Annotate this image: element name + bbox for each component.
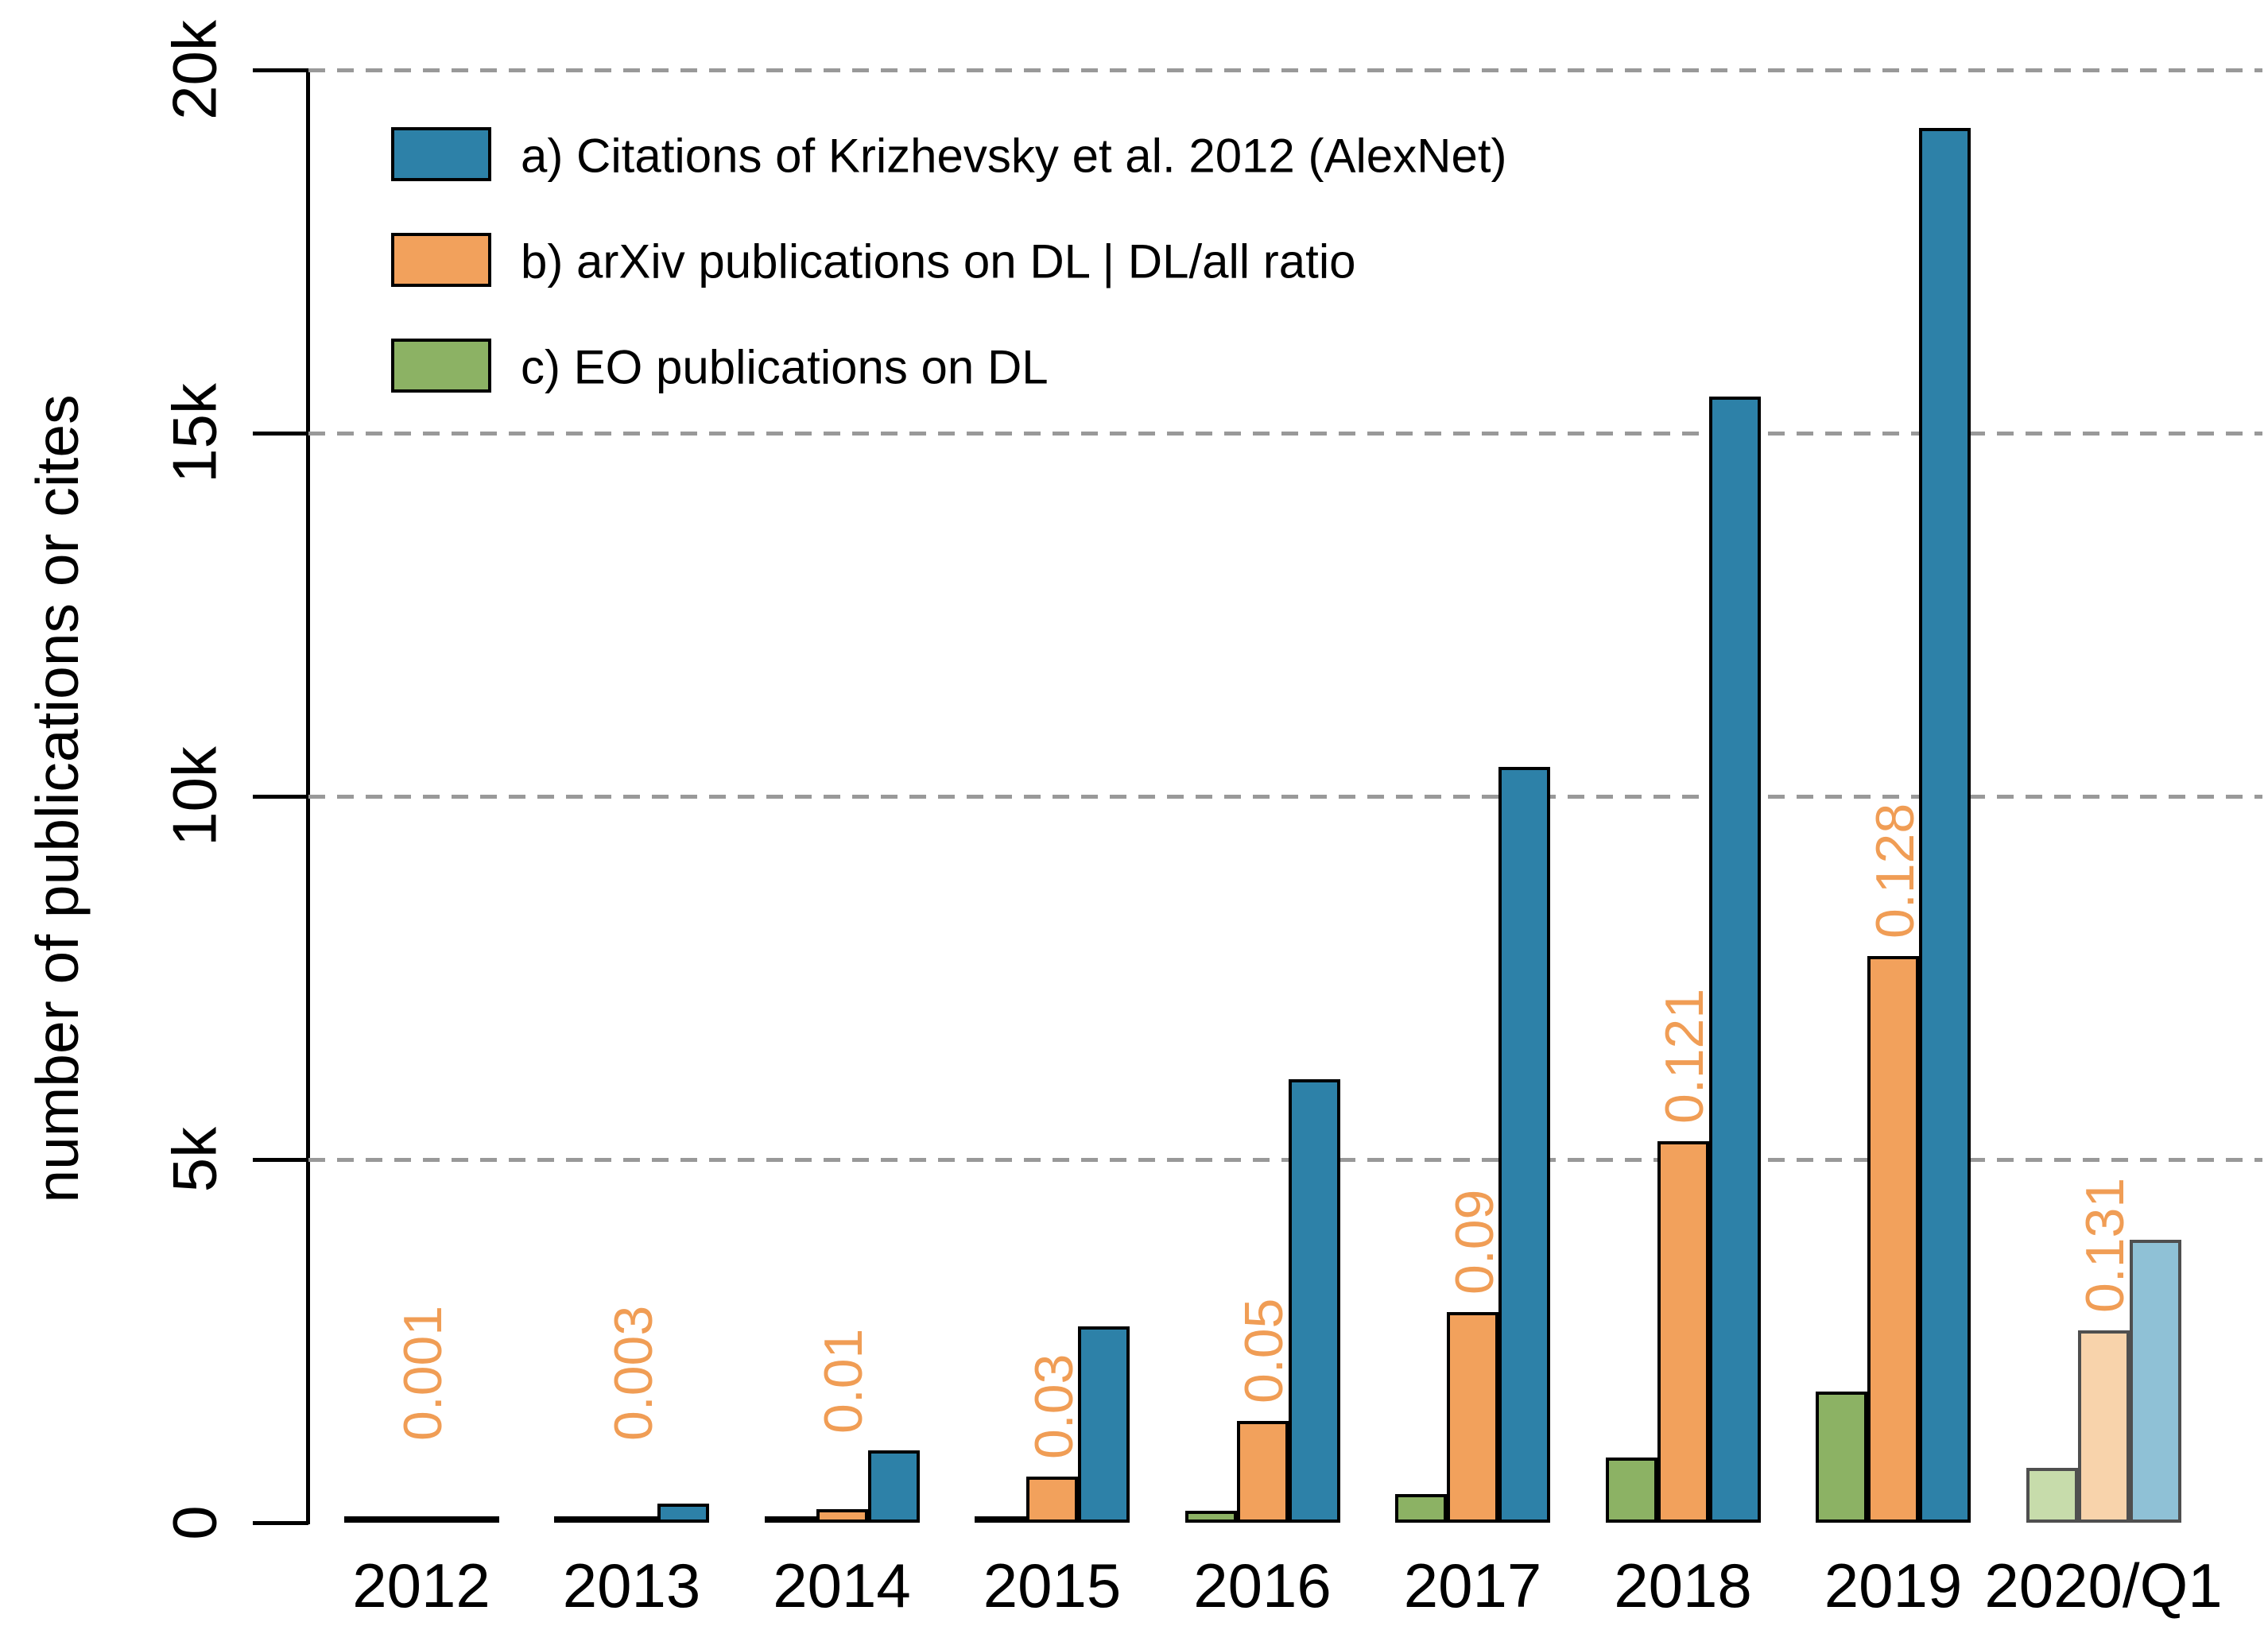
legend-label-eo: c) EO publications on DL	[521, 340, 1049, 394]
bar-2019-alexnet-citations	[1919, 128, 1971, 1523]
x-tick-label-2019: 2019	[1824, 1551, 1963, 1620]
bar-2014-arxiv-dl-publications	[816, 1508, 868, 1523]
bar-2017-arxiv-dl-publications	[1447, 1311, 1498, 1523]
bar-2017-alexnet-citations	[1498, 767, 1550, 1523]
gridline-20k	[308, 68, 2262, 72]
bar-2013-eo-dl-publications	[554, 1516, 606, 1523]
bar-2014-eo-dl-publications	[764, 1516, 816, 1523]
bar-2015-alexnet-citations	[1078, 1326, 1130, 1523]
y-tick-label-10k: 10k	[159, 746, 230, 846]
bar-2018-arxiv-dl-publications	[1657, 1141, 1709, 1523]
legend-label-arxiv: b) arXiv publications on DL | DL/all rat…	[521, 234, 1356, 288]
legend-label-citations: a) Citations of Krizhevsky et al. 2012 (…	[521, 129, 1507, 183]
bar-2015-eo-dl-publications	[975, 1516, 1026, 1523]
bar-2016-eo-dl-publications	[1184, 1511, 1237, 1523]
ratio-label-2012: 0.001	[393, 1305, 453, 1441]
bar-2018-eo-dl-publications	[1605, 1457, 1657, 1523]
ratio-label-2020Q1: 0.131	[2075, 1177, 2135, 1313]
bar-2013-arxiv-dl-publications	[606, 1516, 657, 1523]
bar-2012-alexnet-citations	[447, 1516, 499, 1523]
gridline-15k	[308, 432, 2262, 436]
y-tick-label-15k: 15k	[159, 383, 230, 483]
bar-2012-eo-dl-publications	[343, 1516, 396, 1523]
y-tick-0	[253, 1521, 308, 1525]
ratio-label-2014: 0.01	[813, 1328, 874, 1434]
y-tick-label-0: 0	[159, 1505, 230, 1540]
y-tick-10k	[253, 795, 308, 799]
legend-swatch-citations	[391, 127, 491, 181]
x-tick-label-2016: 2016	[1193, 1551, 1332, 1620]
gridline-5k	[308, 1158, 2262, 1162]
ratio-label-2019: 0.128	[1864, 803, 1925, 939]
x-tick-label-2013: 2013	[562, 1551, 701, 1620]
ratio-label-2013: 0.003	[603, 1305, 664, 1441]
y-tick-label-5k: 5k	[159, 1126, 230, 1193]
bar-2020Q1-eo-dl-publications	[2026, 1468, 2078, 1523]
legend-swatch-eo	[391, 339, 491, 393]
y-axis-title: number of publications or cites	[24, 394, 91, 1203]
bar-2013-alexnet-citations	[657, 1504, 709, 1523]
bar-2015-arxiv-dl-publications	[1026, 1477, 1078, 1523]
legend-swatch-arxiv	[391, 233, 491, 287]
bar-2017-eo-dl-publications	[1395, 1494, 1447, 1523]
bar-2014-alexnet-citations	[867, 1450, 920, 1523]
x-tick-label-2017: 2017	[1403, 1551, 1542, 1620]
x-tick-label-2018: 2018	[1614, 1551, 1752, 1620]
x-tick-label-2015: 2015	[983, 1551, 1122, 1620]
ratio-label-2017: 0.09	[1444, 1189, 1505, 1295]
bar-2016-alexnet-citations	[1288, 1079, 1340, 1523]
bar-2018-alexnet-citations	[1708, 397, 1761, 1523]
x-tick-label-2014: 2014	[773, 1551, 911, 1620]
bar-2020Q1-arxiv-dl-publications	[2077, 1330, 2130, 1523]
y-tick-5k	[253, 1158, 308, 1162]
x-tick-label-2012: 2012	[352, 1551, 490, 1620]
ratio-label-2015: 0.03	[1023, 1354, 1084, 1460]
bar-2020Q1-alexnet-citations	[2129, 1239, 2181, 1523]
gridline-10k	[308, 795, 2262, 799]
bar-2019-arxiv-dl-publications	[1867, 956, 1919, 1523]
y-tick-20k	[253, 68, 308, 72]
y-tick-15k	[253, 432, 308, 436]
bar-2016-arxiv-dl-publications	[1236, 1421, 1289, 1523]
ratio-label-2018: 0.121	[1654, 988, 1715, 1125]
bar-2012-arxiv-dl-publications	[395, 1516, 448, 1523]
ratio-label-2016: 0.05	[1234, 1298, 1294, 1404]
y-tick-label-20k: 20k	[159, 20, 230, 120]
bar-2019-eo-dl-publications	[1816, 1392, 1867, 1523]
x-tick-label-2020Q1: 2020/Q1	[1984, 1551, 2223, 1620]
